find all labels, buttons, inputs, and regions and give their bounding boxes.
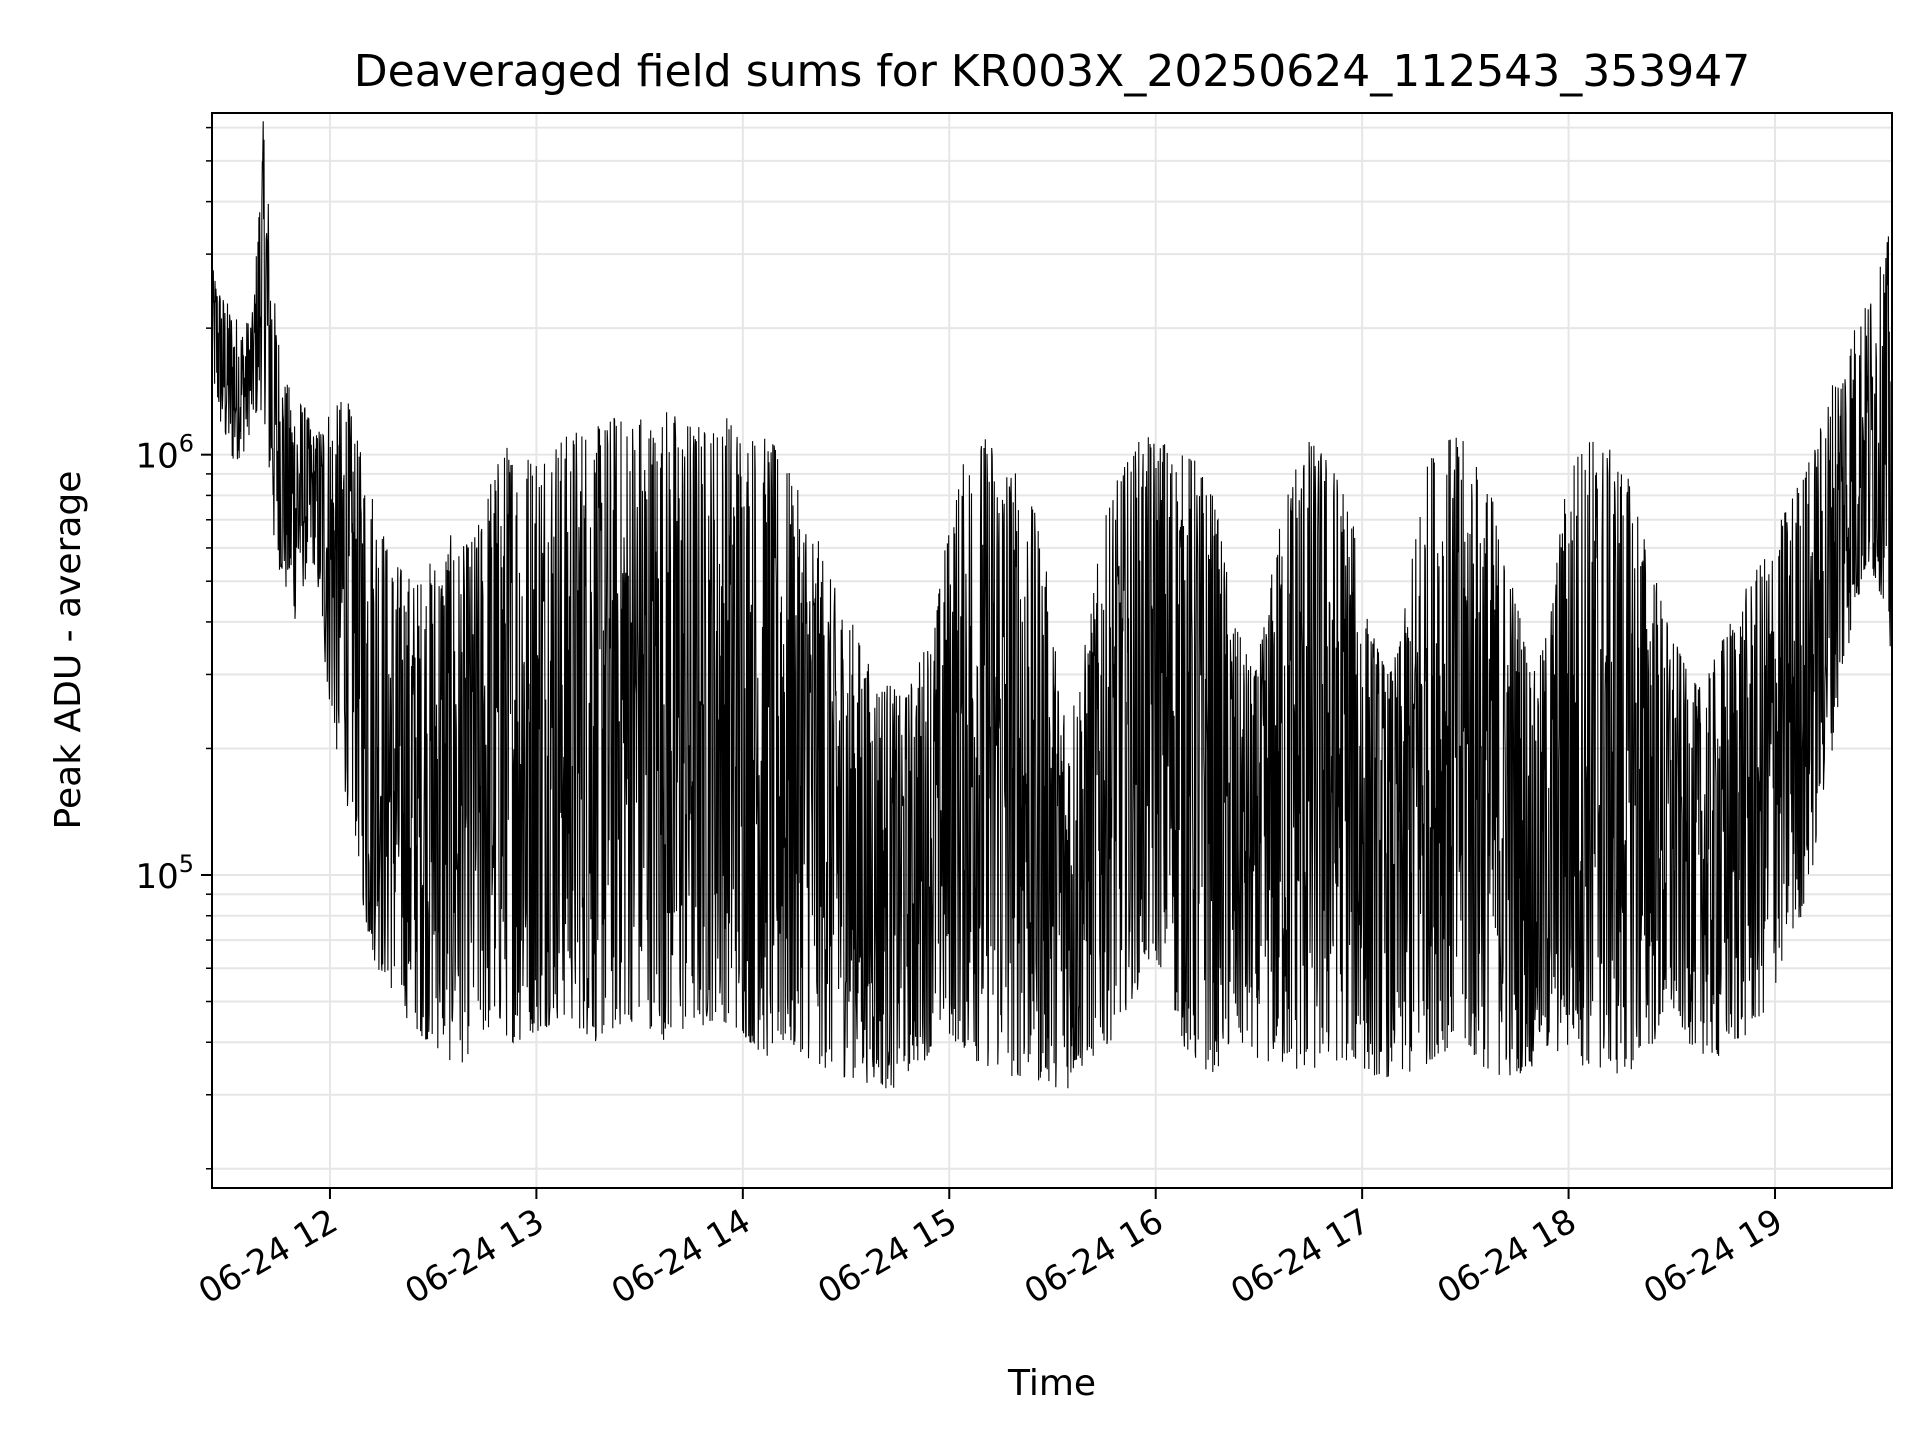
chart-title: Deaveraged field sums for KR003X_2025062… bbox=[354, 46, 1750, 97]
y-axis-label: Peak ADU - average bbox=[48, 471, 89, 830]
y-tick-label: 106 bbox=[135, 430, 194, 477]
y-axis: 105 106 bbox=[135, 430, 212, 897]
series-trace bbox=[212, 121, 1892, 1089]
x-axis-label: Time bbox=[1007, 1363, 1096, 1404]
series-line bbox=[212, 121, 1892, 1089]
y-tick-label: 105 bbox=[135, 850, 194, 897]
plot-frame bbox=[211, 112, 1893, 1189]
